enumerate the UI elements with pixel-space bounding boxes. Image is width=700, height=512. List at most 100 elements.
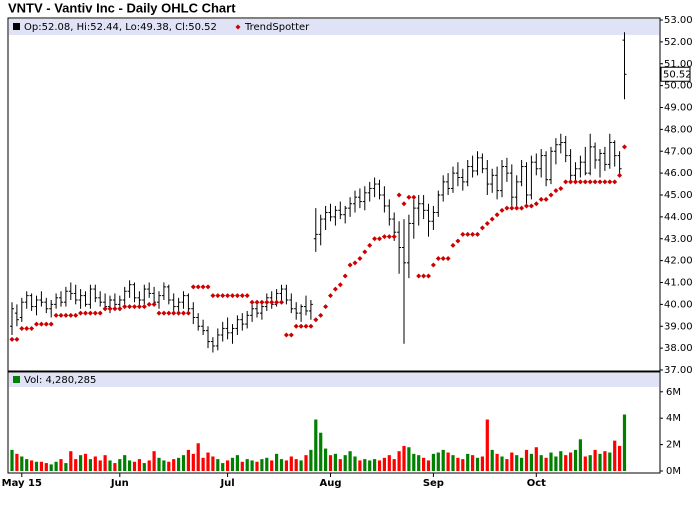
volume-bar [226, 460, 230, 471]
volume-bar [368, 460, 372, 471]
chart-title: VNTV - Vantiv Inc - Daily OHLC Chart [8, 0, 236, 15]
volume-bar [299, 460, 303, 471]
trendspotter-dot [313, 317, 319, 323]
x-tick-label: May 15 [2, 478, 42, 489]
volume-bar [471, 455, 475, 471]
trendspotter-dot [279, 299, 284, 305]
volume-bar [397, 451, 401, 471]
volume-bar [451, 455, 455, 471]
volume-bar [74, 459, 78, 471]
volume-bar [377, 460, 382, 471]
trendspotter-dot [200, 284, 206, 290]
volume-bar [265, 457, 269, 471]
trendspotter-dot [367, 242, 373, 248]
volume-bar [539, 455, 543, 471]
trendspotter-dot [362, 249, 368, 255]
trendspotter-dot [195, 284, 201, 290]
trendspotter-dot [264, 299, 270, 305]
trendspotter-dot [337, 282, 343, 288]
last-price-box [660, 66, 691, 82]
volume-bar [83, 453, 88, 471]
trendspotter-dot [558, 185, 564, 191]
trendspotter-dot [577, 179, 583, 185]
x-tick-label: Aug [319, 478, 341, 489]
volume-bar [216, 459, 220, 471]
trendspotter-dot [38, 321, 44, 327]
trendspotter-dot [519, 205, 525, 211]
trendspotter-dot [205, 284, 211, 290]
trendspotter-dot [563, 179, 569, 185]
x-tick-label: Jun [110, 478, 129, 489]
trendspotter-dot [220, 293, 226, 299]
volume-bar [235, 455, 239, 471]
trendspotter-dot [396, 192, 402, 198]
trendspotter-dot [244, 293, 250, 299]
trendspotter-dot [617, 172, 623, 178]
volume-bar [480, 456, 484, 471]
volume-bar [221, 463, 225, 471]
trendspotter-dot [514, 205, 520, 211]
volume-bar [475, 457, 480, 471]
trendspotter-dot [318, 312, 324, 318]
volume-bar [79, 455, 83, 471]
y-tick-label: 40.00 [664, 299, 693, 310]
volume-bar [392, 459, 396, 471]
trendspotter-dot [215, 293, 221, 299]
trendspotter-dot [9, 336, 15, 342]
volume-bar [108, 460, 112, 471]
trendspotter-dot [48, 321, 54, 327]
trendspotter-dot [372, 236, 378, 242]
volume-bar [54, 461, 58, 471]
trendspotter-dot [484, 220, 490, 226]
trendspotter-dot [440, 255, 446, 261]
volume-bar [44, 463, 48, 471]
volume-bar [319, 432, 323, 471]
volume-bar [417, 455, 421, 471]
volume-bar [544, 457, 548, 471]
trendspotter-dot [509, 205, 515, 211]
trendspotter-dot [122, 304, 128, 310]
trendspotter-dot [234, 293, 240, 299]
y-tick-label: 45.00 [664, 190, 693, 201]
volume-bar [142, 463, 146, 471]
volume-bar [20, 456, 24, 471]
trendspotter-dot [210, 293, 216, 299]
volume-bar [559, 451, 563, 471]
volume-bar [426, 460, 431, 471]
trendspotter-dot [190, 284, 196, 290]
trendspotter-dot [288, 332, 294, 338]
volume-bar [30, 460, 34, 471]
trendspotter-dot [421, 273, 427, 279]
volume-bar [598, 453, 602, 471]
trendspotter-dot [132, 304, 137, 310]
trendspotter-dot [445, 255, 451, 261]
trendspotter-dot [63, 312, 69, 318]
trendspotter-dot [332, 286, 338, 292]
trendspotter-dot [58, 312, 64, 318]
y-tick-label: 46.00 [664, 168, 693, 179]
volume-bar [255, 461, 259, 471]
trendspotter-dot [230, 293, 235, 299]
volume-legend-bar [9, 373, 659, 387]
trendspotter-dot [269, 299, 275, 305]
volume-bar [461, 459, 465, 471]
trendspotter-dot [283, 332, 289, 338]
volume-bar [49, 464, 53, 471]
trendspotter-dot [303, 323, 309, 329]
trendspotter-dot [548, 192, 554, 198]
trendspotter-dot [391, 234, 397, 240]
trendspotter-dot [87, 310, 93, 316]
volume-bar [387, 455, 391, 471]
volume-bar [588, 455, 592, 471]
trendspotter-dot [381, 234, 387, 240]
trendspotter-dot [181, 310, 186, 316]
x-tick-label: Oct [527, 478, 546, 489]
y-tick-label: 41.00 [664, 278, 693, 289]
volume-bar [554, 456, 558, 471]
trendspotter-dot [323, 304, 329, 310]
y-tick-label: 51.00 [664, 59, 693, 70]
y-tick-label: 37.00 [664, 365, 693, 376]
volume-bar [524, 449, 529, 471]
volume-bar [230, 457, 235, 471]
volume-bar [284, 460, 288, 471]
